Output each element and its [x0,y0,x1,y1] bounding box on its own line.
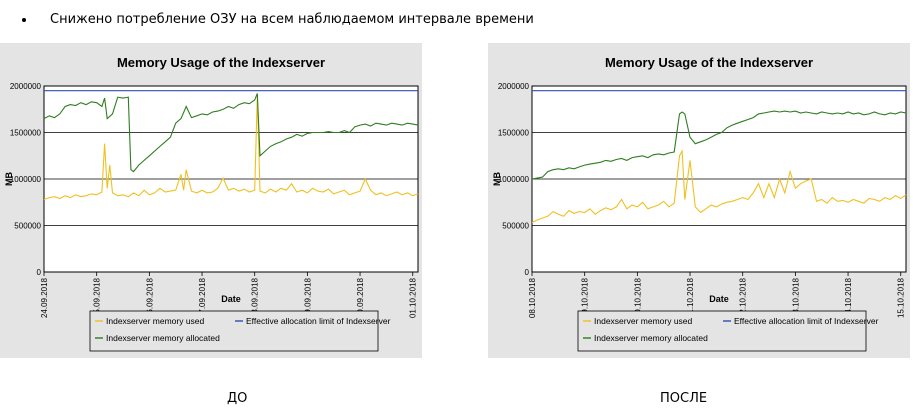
legend-label: Effective allocation limit of Indexserve… [246,316,391,326]
bullet-line: Снижено потребление ОЗУ на всем наблюдае… [22,12,534,27]
bullet-dot-icon [22,17,26,22]
chart-after: Memory Usage of the Indexserver 0 500000 10… [492,55,907,352]
y-axis-label: MB [492,172,502,186]
x-axis-label: Date [221,294,241,304]
y-tick-label: 0 [525,268,530,277]
x-tick-label: 15.10.2018 [897,277,906,318]
x-tick-label: 28.09.2018 [251,277,260,318]
series-indexserver-memory-used [43,95,419,201]
y-tick-label: 1000000 [10,175,42,184]
chart-panel-after: Memory Usage of the Indexserver 0 500000 10… [488,43,910,358]
legend-label: Indexserver memory used [594,316,693,326]
x-tick-label: 30.09.2018 [356,277,365,318]
caption-after: ПОСЛЕ [660,391,708,406]
y-axis-label: MB [4,172,14,186]
chart-panel-before: Memory Usage of the Indexserver 0 500000 10… [0,43,422,358]
legend-label: Indexserver memory allocated [106,333,220,343]
legend-box [89,310,379,352]
x-tick-label: 09.10.2018 [581,277,590,318]
y-tick-label: 2000000 [10,82,42,91]
x-tick-label: 14.10.2018 [844,277,853,318]
chart-before: Memory Usage of the Indexserver 0 500000 10… [4,55,419,352]
bullet-text: Снижено потребление ОЗУ на всем наблюдае… [50,12,534,27]
x-tick-label: 29.09.2018 [303,277,312,318]
chart-title: Memory Usage of the Indexserver [117,55,325,70]
chart-title: Memory Usage of the Indexserver [605,55,813,70]
x-tick-label: 10.10.2018 [633,277,642,318]
x-tick-label: 12.10.2018 [739,277,748,318]
series-indexserver-memory-allocated [43,93,419,173]
y-tick-label: 1500000 [10,129,42,138]
x-tick-label: 13.10.2018 [791,277,800,318]
x-tick-label: 27.09.2018 [198,277,207,318]
x-tick-label: 01.10.2018 [409,277,418,318]
x-tick-label: 11.10.2018 [686,277,695,317]
y-tick-label: 0 [37,268,42,277]
y-tick-label: 1500000 [498,129,530,138]
x-tick-label: 08.10.2018 [528,277,537,318]
y-tick-label: 500000 [502,222,529,231]
y-tick-label: 500000 [14,222,41,231]
x-tick-label: 25.09.2018 [93,277,102,318]
legend-label: Effective allocation limit of Indexserve… [734,316,879,326]
legend-label: Indexserver memory allocated [594,333,708,343]
series-indexserver-memory-allocated [531,110,907,180]
x-axis-label: Date [709,294,729,304]
y-tick-label: 1000000 [498,175,530,184]
y-tick-label: 2000000 [498,82,530,91]
x-tick-label: 24.09.2018 [40,277,49,318]
legend-label: Indexserver memory used [106,316,205,326]
legend-box [577,310,867,352]
caption-before: ДО [227,391,248,406]
x-tick-label: 26.09.2018 [145,277,154,318]
series-indexserver-memory-used [531,149,907,224]
